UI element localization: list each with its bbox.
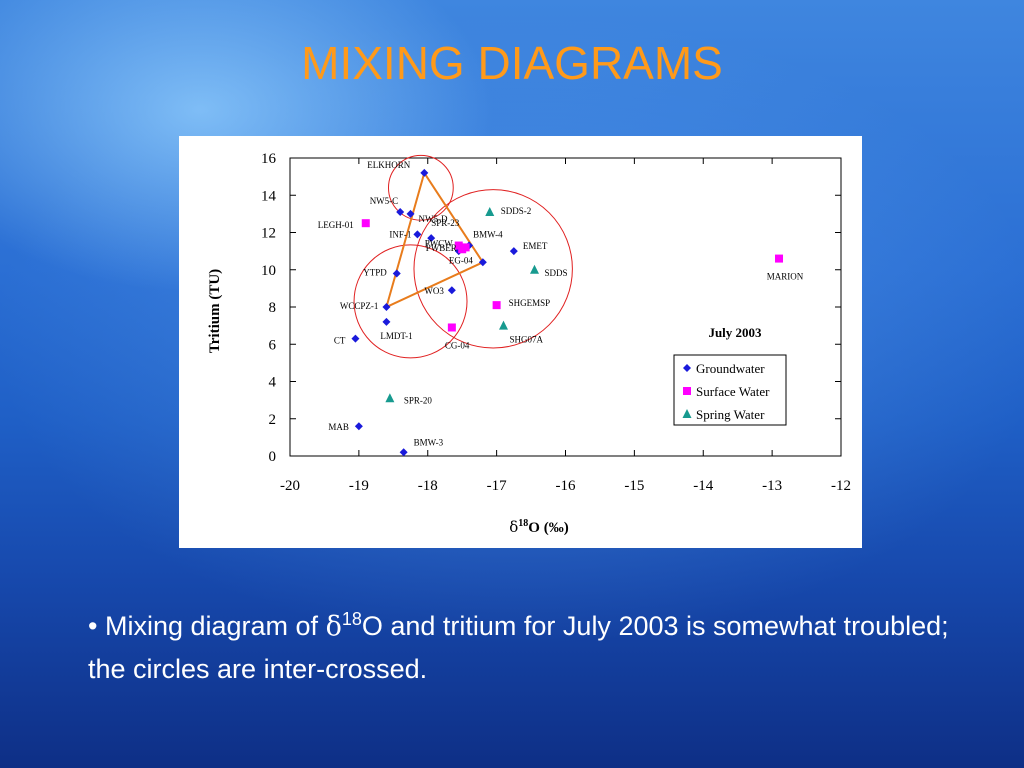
point-label: SDDS-2 [501,206,532,216]
point-label: CT [334,336,346,346]
caption-delta: δ [325,611,342,642]
caption-sup: 18 [341,609,362,629]
grouping-circle [387,154,454,221]
surface-water-point [447,323,456,332]
y-axis-label: Tritium (TU) [207,269,223,353]
legend-label: Surface Water [696,384,770,399]
x-tick-label: -12 [831,478,851,494]
x-axis-label-delta: δ [509,518,518,536]
point-label: SPR-23 [431,218,460,228]
x-axis-ticks: -20 -19 -18 -17 -16 -15 -14 -13 -12 [280,158,851,494]
x-axis-label: δ18O (‰) [509,518,568,536]
point-label: LEGH-01 [318,220,354,230]
groundwater-point [447,286,456,295]
groundwater-point [406,209,415,218]
y-axis-ticks: 0 2 4 6 8 10 12 14 16 [261,151,841,465]
y-tick-label: 6 [269,337,277,353]
point-label: BMW-4 [473,230,503,240]
surface-water-point [492,301,501,310]
x-tick-label: -14 [693,478,713,494]
point-label: ELKHORN [367,160,410,170]
grouping-circle [413,189,573,349]
point-label: YTPD [363,267,387,277]
point-label: BMW-3 [414,437,444,447]
y-tick-label: 14 [261,188,277,204]
x-tick-label: -16 [556,478,576,494]
point-label: MARION [767,272,804,282]
chart-panel: 0 2 4 6 8 10 12 14 16 -20 -19 -18 -17 -16 -15 -14 -13 -1… [179,136,862,548]
groundwater-point [420,168,429,177]
y-tick-label: 8 [269,300,277,316]
groundwater-point [478,258,487,267]
y-tick-label: 16 [261,151,277,167]
legend-marker [683,387,691,395]
y-tick-label: 12 [261,226,276,242]
point-label: PWCW [425,239,454,249]
slide-title: MIXING DIAGRAMS [301,37,723,89]
point-label: WCCPZ-1 [340,301,379,311]
spring-water-point [499,320,509,330]
legend-label: Spring Water [696,407,765,422]
x-tick-label: -15 [624,478,644,494]
point-label: EMET [523,241,548,251]
x-tick-label: -19 [349,478,369,494]
point-label: WO3 [424,286,444,296]
groundwater-point [351,334,360,343]
legend-marker [682,409,692,418]
x-tick-label: -17 [487,478,507,494]
point-label: INF-1 [389,229,411,239]
point-label: EG-04 [449,255,473,265]
surface-water-point [361,219,370,228]
mixing-triangle [384,170,485,309]
groundwater-point [396,208,405,217]
point-label: CG-04 [445,340,470,350]
x-tick-label: -13 [762,478,782,494]
legend: Groundwater Surface Water Spring Water [673,354,787,426]
groundwater-point [509,247,518,256]
point-label: MAB [328,422,349,432]
legend-box [673,354,787,426]
groundwater-point [392,269,401,278]
surface-water-point [461,243,470,252]
point-label: NW5-C [370,196,399,206]
x-tick-label: -18 [418,478,438,494]
x-axis-label-rest: O (‰) [528,520,568,536]
data-points [351,168,784,457]
point-label: SHG07A [510,335,544,345]
point-label: PWBER [426,243,457,253]
point-label: SHGEMSP [509,298,551,308]
chart-title: July 2003 [708,325,762,340]
spring-water-point [485,207,495,217]
legend-label: Groundwater [696,361,765,376]
point-label: SPR-20 [404,395,433,405]
surface-water-point [775,254,784,263]
caption-bullet: • [88,611,98,641]
groundwater-point [354,422,363,431]
spring-water-point [530,264,540,274]
x-axis-label-sup: 18 [518,518,528,529]
slide-caption: • Mixing diagram of δ18O and tritium for… [88,598,968,690]
point-label: SDDS [545,268,568,278]
y-tick-label: 4 [269,375,277,391]
point-label: LMDT-1 [380,331,412,341]
y-tick-label: 2 [269,412,277,428]
point-labels: ELKHORN NW5-C NW5-D INF-1 SPR-23 BMW-4 EMET PWB… [318,160,804,447]
x-tick-label: -20 [280,478,300,494]
spring-water-point [385,393,395,403]
groundwater-point [399,448,408,457]
groundwater-point [413,230,422,239]
legend-marker [683,364,691,372]
grouping-circles [353,154,573,359]
groundwater-point [382,303,391,311]
caption-text-pre: Mixing diagram of [104,611,326,641]
caption-text-post: O and tritium for July 2003 is somewhat … [88,611,949,684]
point-label: NW5-D [419,214,448,224]
mixing-scatter-chart: 0 2 4 6 8 10 12 14 16 -20 -19 -18 -17 -16 -15 -14 -13 -1… [207,151,851,536]
grouping-circle [353,244,468,359]
groundwater-point [427,234,436,243]
y-tick-label: 0 [269,449,277,465]
y-tick-label: 10 [261,263,276,279]
groundwater-point [382,317,391,326]
